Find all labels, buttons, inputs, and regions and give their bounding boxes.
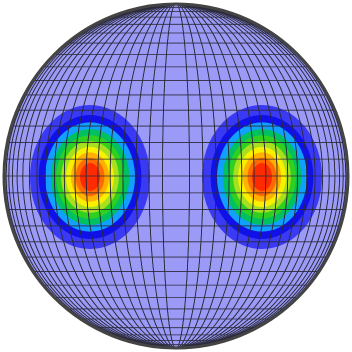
right-hotspot-band [252, 163, 272, 191]
longitude-line [109, 4, 243, 348]
longitude-line [12, 4, 340, 348]
longitude-line [74, 4, 278, 348]
left-hotspot-band [80, 163, 100, 191]
longitude-line [44, 4, 308, 348]
mesh-grid [4, 4, 348, 348]
right-hotspot [202, 105, 322, 249]
longitude-line [36, 4, 316, 348]
longitude-line [135, 4, 217, 348]
longitude-line [63, 4, 289, 348]
longitude-line [122, 4, 230, 348]
longitude-line [16, 4, 336, 348]
longitude-line [97, 4, 255, 348]
longitude-line [22, 4, 330, 348]
longitude-line [162, 4, 190, 348]
longitude-line [85, 4, 267, 348]
longitude-line [28, 4, 324, 348]
longitude-line [8, 4, 344, 348]
longitude-line [53, 4, 299, 348]
sphere-outline [2, 2, 350, 350]
longitude-line [148, 4, 204, 348]
longitude-line [5, 4, 347, 348]
